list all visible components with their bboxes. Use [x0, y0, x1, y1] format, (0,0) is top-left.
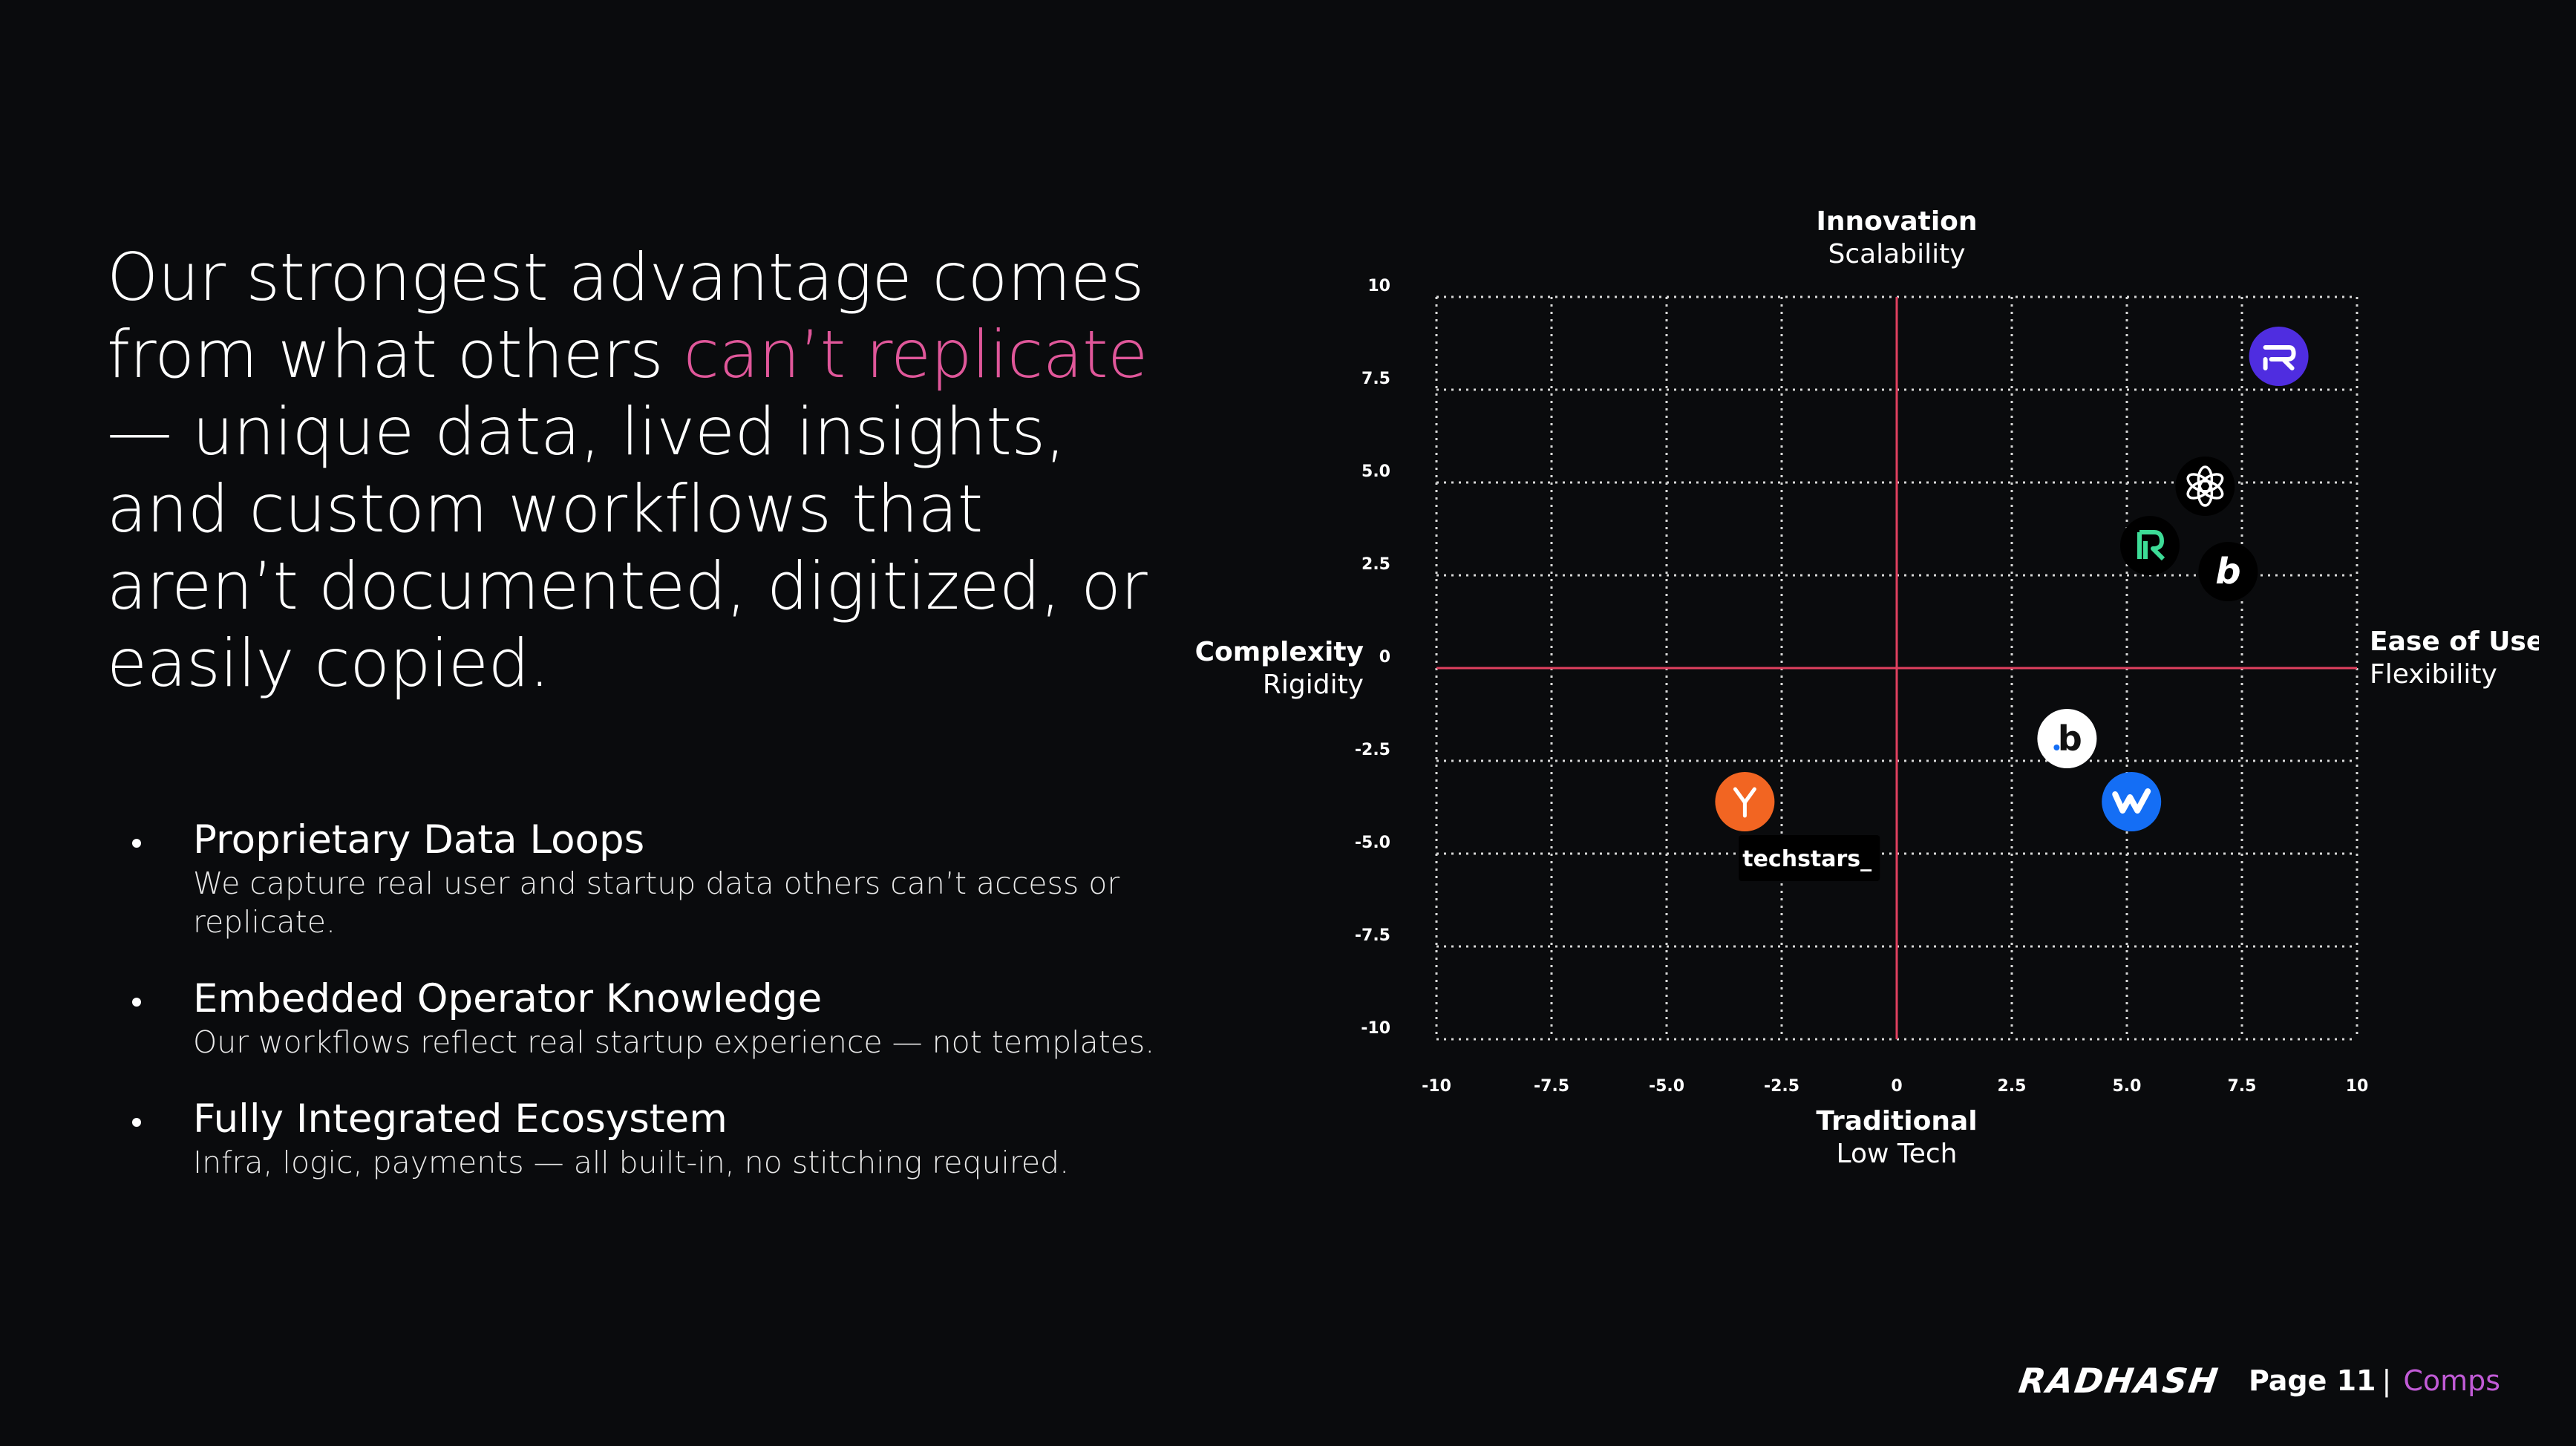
logo-circle — [2175, 457, 2235, 516]
x-tick-label: -2.5 — [1764, 1077, 1799, 1096]
axis-right-title: Ease of Use — [2370, 627, 2539, 657]
axis-left-subtitle: Rigidity — [1263, 670, 1364, 700]
y-tick-label: 7.5 — [1361, 370, 1390, 388]
bullet-list: Proprietary Data Loops We capture real u… — [126, 817, 1203, 1216]
page-number: Page 11 — [2248, 1364, 2376, 1397]
axis-right-subtitle: Flexibility — [2370, 659, 2497, 690]
x-tick-label: -7.5 — [1534, 1077, 1569, 1096]
footer-separator: | — [2382, 1364, 2392, 1397]
chart-points: b b techstars_ — [1715, 327, 2309, 881]
techstars-label: techstars_ — [1742, 846, 1871, 872]
y-tick-label: -5.0 — [1355, 834, 1390, 852]
chart-axes — [1436, 297, 2357, 1039]
bullet-item: Fully Integrated Ecosystem Infra, logic,… — [126, 1096, 1203, 1182]
axis-top-title: Innovation — [1816, 206, 1977, 237]
y-tick-label: -7.5 — [1355, 926, 1390, 945]
y-tick-label: 0 — [1379, 648, 1390, 667]
bolt-logo-icon: b — [2198, 542, 2258, 601]
y-tick-label: 2.5 — [1361, 555, 1390, 574]
x-tick-label: 0 — [1891, 1077, 1902, 1096]
webflow-logo-icon — [2102, 772, 2162, 831]
axis-bottom-title: Traditional — [1816, 1106, 1977, 1136]
y-combinator-logo-icon — [1715, 772, 1775, 831]
replit-glyph — [2137, 530, 2165, 561]
y-tick-label: -10 — [1361, 1019, 1390, 1038]
bullet-description: We capture real user and startup data ot… — [193, 866, 1120, 940]
y-tick-label: 5.0 — [1361, 462, 1390, 481]
bullet-title: Fully Integrated Ecosystem — [193, 1096, 728, 1142]
axis-left-title: Complexity — [1195, 637, 1364, 667]
logo-circle — [2198, 542, 2258, 601]
bullet-dot-icon — [132, 998, 141, 1007]
footer: RADHASH Page 11 | Comps — [2016, 1358, 2501, 1403]
chart-ticks: -10 -7.5 -5.0 -2.5 0 2.5 5.0 7.5 10 10 7.5 5.0 2.5 0 -… — [1355, 277, 2368, 1096]
logo-circle — [2120, 516, 2180, 575]
section-label: Comps — [2403, 1364, 2501, 1397]
openai-logo-icon — [2175, 457, 2235, 516]
y-tick-label: 10 — [1367, 277, 1390, 295]
radhash-glyph — [2263, 345, 2296, 370]
headline-accent: can’t replicate — [683, 316, 1148, 393]
dot-b-glyph: b — [2058, 719, 2082, 759]
bolt-glyph: b — [2215, 551, 2240, 592]
techstars-badge — [1739, 835, 1880, 881]
radhash-logo-icon — [2249, 327, 2309, 386]
axis-top-subtitle: Scalability — [1828, 239, 1965, 269]
webflow-glyph — [2112, 788, 2151, 814]
x-tick-label: 2.5 — [1998, 1077, 2027, 1096]
openai-petal — [2186, 473, 2212, 493]
axis-bottom-subtitle: Low Tech — [1837, 1139, 1958, 1169]
yc-glyph — [1733, 787, 1756, 818]
x-tick-label: 7.5 — [2228, 1077, 2257, 1096]
positioning-chart: -10 -7.5 -5.0 -2.5 0 2.5 5.0 7.5 10 10 7.5 5.0 2.5 0 -… — [1195, 206, 2539, 1169]
bullet-item: Embedded Operator Knowledge Our workflow… — [126, 975, 1203, 1061]
bullet-item: Proprietary Data Loops We capture real u… — [126, 817, 1203, 941]
radhash-logo: RADHASH — [2016, 1361, 2222, 1401]
dot-b-dot — [2053, 745, 2060, 750]
bullet-dot-icon — [132, 839, 141, 848]
headline: Our strongest advantage comes from what … — [107, 239, 1161, 702]
x-tick-label: -10 — [1422, 1077, 1451, 1096]
bullet-title: Embedded Operator Knowledge — [193, 976, 823, 1021]
replit-style-logo-icon — [2120, 516, 2180, 575]
logo-circle — [2249, 327, 2309, 386]
y-tick-label: -2.5 — [1355, 741, 1390, 759]
x-tick-label: 10 — [2346, 1077, 2369, 1096]
dot-b-logo-icon: b — [2037, 709, 2097, 768]
bullet-dot-icon — [132, 1118, 141, 1127]
headline-part2: — unique data, lived insights, and custo… — [107, 393, 1148, 701]
x-tick-label: 5.0 — [2113, 1077, 2142, 1096]
bullet-description: Infra, logic, payments — all built-in, n… — [193, 1145, 1070, 1180]
bullet-description: Our workflows reflect real startup exper… — [193, 1024, 1155, 1060]
x-tick-label: -5.0 — [1649, 1077, 1684, 1096]
bullet-title: Proprietary Data Loops — [193, 817, 645, 863]
logo-circle — [2037, 709, 2097, 768]
headline-part1: Our strongest advantage comes from what … — [107, 239, 1145, 393]
techstars-logo-icon: techstars_ — [1739, 835, 1880, 881]
